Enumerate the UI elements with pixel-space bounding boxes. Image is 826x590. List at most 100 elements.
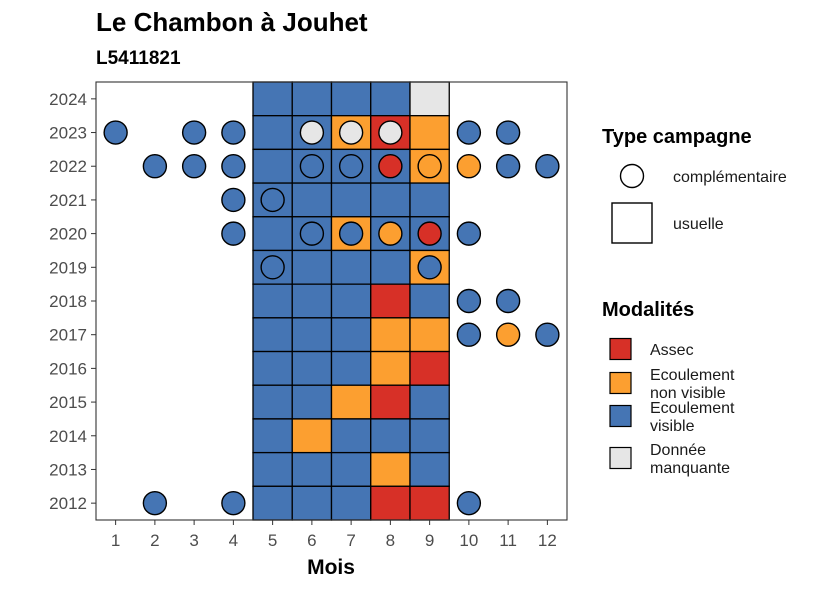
legend-modalites-title: Modalités	[602, 299, 694, 321]
usuelle-cell	[292, 486, 331, 520]
legend-label-donnee_manquante: Donnée	[650, 442, 706, 459]
usuelle-cell	[410, 419, 449, 453]
usuelle-cell	[410, 284, 449, 318]
complementaire-point	[418, 155, 441, 178]
x-tick-label: 4	[229, 531, 238, 550]
usuelle-cell	[410, 385, 449, 419]
complementaire-point	[379, 155, 402, 178]
complementaire-point	[457, 492, 480, 515]
y-tick-label: 2023	[49, 124, 87, 143]
complementaire-point	[457, 155, 480, 178]
y-axis: 2012 2013 2014 2015 2016 2017 2018 2019 2020 2021…	[49, 90, 96, 513]
usuelle-cell	[292, 284, 331, 318]
complementaire-point	[497, 323, 520, 346]
y-tick-label: 2012	[49, 494, 87, 513]
usuelle-cell	[332, 352, 371, 386]
complementaire-point	[457, 323, 480, 346]
usuelle-cell	[332, 318, 371, 352]
complementaire-point	[497, 155, 520, 178]
y-tick-label: 2013	[49, 460, 87, 479]
usuelle-cell	[371, 352, 410, 386]
usuelle-cell	[292, 82, 331, 116]
complementaire-point	[183, 121, 206, 144]
legend-swatch-ecoulement_non_visible	[610, 373, 631, 394]
legend-swatch-ecoulement_visible	[610, 406, 631, 427]
usuelle-cell	[371, 453, 410, 487]
complementaire-point	[300, 222, 323, 245]
y-tick-label: 2014	[49, 427, 87, 446]
usuelle-cell	[253, 352, 292, 386]
usuelle-cell	[332, 453, 371, 487]
complementaire-point	[143, 492, 166, 515]
y-tick-label: 2016	[49, 359, 87, 378]
x-tick-label: 10	[459, 531, 478, 550]
legend-label-complementaire: complémentaire	[673, 169, 787, 186]
complementaire-point	[222, 155, 245, 178]
x-tick-label: 5	[268, 531, 277, 550]
usuelle-cell	[253, 82, 292, 116]
usuelle-cell	[292, 385, 331, 419]
usuelle-cell	[292, 250, 331, 284]
usuelle-cell	[253, 385, 292, 419]
x-tick-label: 8	[386, 531, 395, 550]
usuelle-cell	[292, 419, 331, 453]
usuelle-cell	[253, 149, 292, 183]
usuelle-cell	[410, 352, 449, 386]
legend-label-donnee_manquante: manquante	[650, 460, 730, 477]
complementaire-point	[104, 121, 127, 144]
usuelle-cell	[292, 318, 331, 352]
x-tick-label: 2	[150, 531, 159, 550]
legend-swatch-assec	[610, 339, 631, 360]
complementaire-point	[418, 256, 441, 279]
complementaire-point	[497, 290, 520, 313]
legend-label-ecoulement_visible: visible	[650, 418, 695, 435]
complementaire-point	[418, 222, 441, 245]
complementaire-point	[457, 121, 480, 144]
y-tick-label: 2015	[49, 393, 87, 412]
x-tick-label: 11	[499, 531, 517, 550]
usuelle-cell	[371, 385, 410, 419]
usuelle-cell	[292, 453, 331, 487]
complementaire-point	[340, 121, 363, 144]
usuelle-cell	[332, 183, 371, 217]
legend-type-campagne-title: Type campagne	[602, 126, 752, 148]
y-tick-label: 2017	[49, 326, 87, 345]
y-tick-label: 2021	[49, 191, 87, 210]
complementaire-point	[536, 323, 559, 346]
legend-swatch-donnee_manquante	[610, 448, 631, 469]
usuelle-cell	[371, 183, 410, 217]
x-tick-label: 12	[538, 531, 557, 550]
usuelle-cell	[371, 486, 410, 520]
complementaire-point	[183, 155, 206, 178]
usuelle-cell	[253, 486, 292, 520]
complementaire-point	[222, 121, 245, 144]
usuelle-cell	[410, 82, 449, 116]
complementaire-point	[222, 188, 245, 211]
usuelle-cell	[332, 486, 371, 520]
usuelle-cell	[253, 116, 292, 150]
usuelle-cell	[371, 284, 410, 318]
complementaire-point	[222, 492, 245, 515]
complementaire-point	[536, 155, 559, 178]
usuelle-cell	[371, 250, 410, 284]
legend-type-campagne: Type campagne complémentaire usuelle	[602, 126, 787, 243]
y-tick-label: 2024	[49, 90, 87, 109]
x-axis: 1 2 3 4 5 6 7 8 9 10 11 12	[111, 520, 557, 550]
legend-key-complementaire	[621, 165, 644, 188]
chart-subtitle: L5411821	[96, 48, 181, 69]
y-tick-label: 2018	[49, 292, 87, 311]
usuelle-cell	[371, 82, 410, 116]
x-axis-title: Mois	[307, 556, 355, 579]
legend-label-assec: Assec	[650, 342, 694, 359]
usuelle-cell	[410, 318, 449, 352]
complementaire-point	[340, 222, 363, 245]
complementaire-point	[222, 222, 245, 245]
plot-panel	[96, 82, 567, 520]
complementaire-point	[340, 155, 363, 178]
complementaire-point	[300, 121, 323, 144]
legend-key-usuelle	[612, 203, 652, 243]
usuelle-cell	[332, 419, 371, 453]
usuelle-cell	[332, 284, 371, 318]
